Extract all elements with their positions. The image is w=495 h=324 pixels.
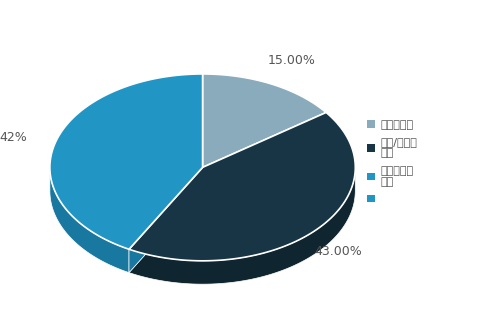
Polygon shape [50,168,129,272]
Text: 15.00%: 15.00% [267,54,315,67]
Text: 42%: 42% [0,131,27,144]
Text: 43.00%: 43.00% [314,246,362,259]
Polygon shape [129,168,202,272]
Polygon shape [202,74,326,168]
Polygon shape [129,168,355,284]
Polygon shape [129,112,355,261]
Polygon shape [50,74,202,249]
Polygon shape [129,168,202,272]
Legend: 工业机器人, 个人/家用机
器人, 行业服务机
器人, : 工业机器人, 个人/家用机 器人, 行业服务机 器人, [367,120,417,204]
